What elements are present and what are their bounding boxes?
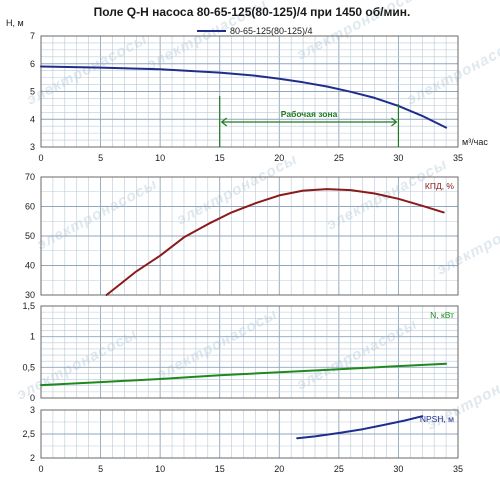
chart-title: Поле Q-H насоса 80-65-125(80-125)/4 при …	[94, 5, 411, 19]
y-tick-label: 6	[30, 59, 35, 69]
watermark-text: электронасосы	[404, 31, 500, 109]
series-line	[296, 415, 424, 440]
y-tick-label: 3	[30, 405, 35, 415]
y-tick-label: 60	[25, 202, 35, 212]
legend-label: 80-65-125(80-125)/4	[230, 26, 313, 36]
series-line	[40, 362, 448, 387]
watermark-text: электронасосы	[24, 31, 150, 109]
y-tick-label: 70	[25, 172, 35, 182]
arrow-head-right	[391, 117, 398, 127]
y-tick-label: 7	[30, 31, 35, 41]
x-tick-label: 20	[274, 153, 284, 163]
panel-3: 0 0,5 1 1,5 N, кВт	[22, 301, 459, 403]
x-tick-label: 35	[453, 153, 463, 163]
y-tick-label: 40	[25, 261, 35, 271]
y-tick-label: 3	[30, 142, 35, 152]
y-tick-label: 2	[30, 453, 35, 463]
x-tick-label: 25	[334, 153, 344, 163]
x-tick-label: 10	[155, 153, 165, 163]
y-tick-label: 2,5	[22, 429, 35, 439]
plot-frame	[40, 409, 459, 459]
y-tick-label: 5	[30, 87, 35, 97]
watermark-text: электронасосы	[324, 156, 450, 234]
x-tick-label: 10	[155, 464, 165, 474]
work-zone-label: Рабочая зона	[281, 109, 338, 119]
y-tick-label: 4	[30, 114, 35, 124]
watermark-text: электронасосы	[154, 306, 280, 384]
panel-1: 3 4 5 6 7 0 5 10 15 20 25 30 35 H, м м³/час 80-65-125(8…	[6, 18, 488, 163]
y-tick-label: 1	[30, 332, 35, 342]
panel-label: N, кВт	[430, 310, 454, 320]
x-tick-label: 30	[393, 464, 403, 474]
x-tick-label: 20	[274, 464, 284, 474]
panel-label: КПД, %	[425, 181, 455, 191]
y-tick-label: 1,5	[22, 301, 35, 311]
x-tick-label: 25	[334, 464, 344, 474]
panel-label: NPSH, м	[420, 414, 454, 424]
x-tick-label: 5	[98, 464, 103, 474]
series-line	[105, 188, 445, 296]
y-tick-label: 0	[30, 393, 35, 403]
x-tick-label: 0	[38, 464, 43, 474]
arrow-head-left	[220, 117, 228, 127]
x-tick-label: 0	[38, 153, 43, 163]
x-tick-label: 15	[215, 464, 225, 474]
watermark-text: электронасосы	[294, 316, 420, 394]
plot-frame	[40, 305, 459, 399]
y-axis-label: H, м	[6, 18, 24, 28]
y-tick-label: 0,5	[22, 362, 35, 372]
panel-2: 30 40 50 60 70 КПД, %	[25, 172, 459, 300]
x-tick-label: 35	[453, 464, 463, 474]
x-axis-label: м³/час	[462, 137, 488, 147]
plot-frame	[40, 176, 459, 296]
x-tick-label: 30	[393, 153, 403, 163]
x-tick-label: 5	[98, 153, 103, 163]
x-tick-label: 15	[215, 153, 225, 163]
plot-frame	[40, 35, 459, 148]
y-tick-label: 30	[25, 290, 35, 300]
y-tick-label: 50	[25, 231, 35, 241]
